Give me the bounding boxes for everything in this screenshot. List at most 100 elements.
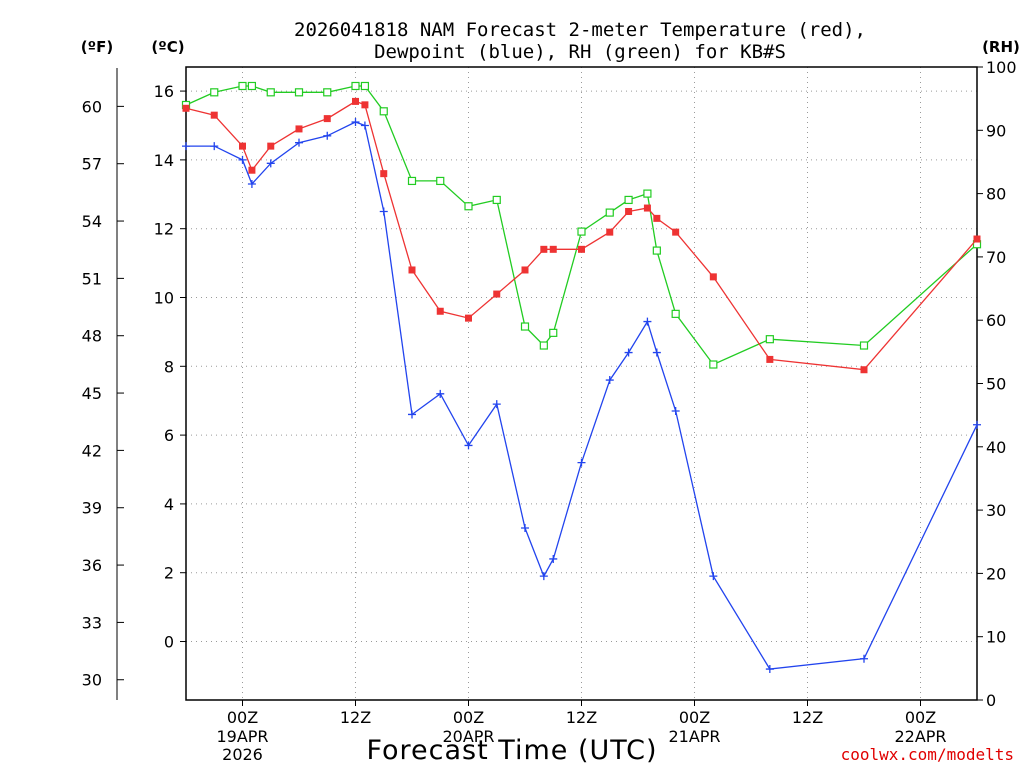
dewpoint-point — [652, 348, 661, 357]
time-tick-label-hour: 12Z — [792, 708, 823, 727]
rh-tick-label: 20 — [986, 564, 1006, 583]
temperature-point — [549, 245, 557, 253]
fahrenheit-tick-label: 36 — [82, 556, 102, 575]
temperature-point — [361, 101, 369, 109]
celsius-tick-label: 6 — [164, 426, 174, 445]
rh-point — [436, 176, 445, 186]
temperature-point — [182, 104, 190, 112]
celsius-tick-label: 10 — [154, 288, 174, 307]
temperature-point — [248, 166, 256, 174]
time-tick-label-hour: 00Z — [905, 708, 936, 727]
time-tick-label-date: 20APR — [442, 727, 494, 746]
dewpoint-point — [643, 317, 652, 326]
dewpoint-point — [408, 410, 416, 419]
fahrenheit-tick-label: 60 — [82, 97, 102, 116]
grid-lines — [186, 67, 977, 700]
temperature-point — [578, 245, 585, 253]
dewpoint-point — [323, 131, 332, 140]
rh-point — [407, 176, 417, 186]
dewpoint-point — [860, 654, 868, 663]
rh-unit-label: (RH) — [982, 38, 1020, 56]
dewpoint-point — [492, 400, 501, 409]
plot-frame — [185, 66, 978, 701]
x-axis-label: Forecast Time (UTC) — [366, 735, 657, 766]
rh-axis-ticks: 0 10 20 30 40 50 60 70 80 90 100 — [977, 58, 1017, 710]
dewpoint-point — [765, 665, 774, 674]
rh-series — [181, 81, 982, 369]
dewpoint-point — [360, 121, 369, 130]
celsius-axis-ticks: 0 2 4 6 8 10 12 14 16 — [154, 82, 186, 652]
dewpoint-point — [351, 118, 360, 127]
temperature-series — [182, 97, 981, 374]
dewpoint-point — [379, 207, 388, 216]
dewpoint-point — [295, 138, 303, 147]
rh-point — [464, 202, 473, 211]
time-tick-label-date: 21APR — [668, 727, 720, 746]
dewpoint-point — [266, 159, 275, 168]
temperature-point — [352, 97, 359, 105]
temperature-point — [323, 115, 331, 123]
rh-tick-label: 0 — [986, 691, 996, 710]
temperature-point — [606, 228, 614, 236]
rh-point — [520, 322, 530, 331]
celsius-tick-label: 8 — [164, 357, 174, 376]
dewpoint-point — [182, 142, 190, 151]
temperature-point — [267, 142, 275, 150]
dewpoint-point — [605, 376, 614, 385]
temperature-point — [408, 266, 416, 274]
dewpoint-point — [671, 407, 680, 416]
dewpoint-point — [247, 179, 256, 188]
temperature-point — [766, 355, 774, 363]
rh-point — [652, 246, 661, 255]
rh-tick-label: 100 — [986, 58, 1017, 77]
rh-point — [709, 360, 718, 369]
rh-tick-label: 50 — [986, 375, 1006, 394]
time-tick-label-date: 22APR — [894, 727, 946, 746]
rh-tick-label: 30 — [986, 501, 1006, 520]
fahrenheit-tick-label: 42 — [82, 441, 102, 460]
temperature-point — [973, 235, 981, 243]
rh-point — [360, 81, 370, 91]
dewpoint-series — [182, 118, 981, 674]
time-tick-label-hour: 00Z — [679, 708, 710, 727]
series-layer — [181, 81, 982, 674]
fahrenheit-axis-ticks: 30 33 36 39 42 45 48 51 54 57 60 — [82, 97, 124, 690]
temperature-point — [672, 228, 680, 236]
dewpoint-point — [238, 155, 247, 164]
dewpoint-point — [464, 441, 473, 450]
temperature-point — [493, 290, 501, 298]
time-tick-label-hour: 00Z — [227, 708, 258, 727]
celsius-tick-label: 2 — [164, 564, 174, 583]
rh-point — [238, 81, 247, 91]
time-tick-label-hour: 00Z — [453, 708, 484, 727]
rh-point — [765, 335, 774, 344]
rh-point — [539, 341, 548, 350]
fahrenheit-tick-label: 57 — [82, 155, 102, 174]
rh-point — [379, 107, 388, 116]
fahrenheit-tick-label: 33 — [82, 613, 102, 632]
dewpoint-point — [709, 572, 718, 581]
rh-point — [323, 88, 332, 97]
rh-point — [351, 81, 360, 91]
fahrenheit-tick-label: 48 — [82, 327, 102, 346]
celsius-tick-label: 14 — [154, 151, 174, 170]
rh-point — [605, 208, 614, 217]
rh-tick-label: 10 — [986, 628, 1006, 647]
rh-point — [624, 195, 633, 205]
temperature-point — [436, 307, 444, 315]
temperature-point — [295, 125, 303, 133]
rh-tick-label: 80 — [986, 185, 1006, 204]
time-tick-label-date: 19APR — [216, 727, 268, 746]
rh-point — [247, 81, 257, 91]
temperature-point — [709, 273, 717, 281]
time-tick-label-hour: 12Z — [566, 708, 597, 727]
rh-tick-label: 70 — [986, 248, 1006, 267]
fahrenheit-tick-label: 51 — [82, 269, 102, 288]
fahrenheit-tick-label: 39 — [82, 499, 102, 518]
dewpoint-point — [436, 389, 445, 398]
fahrenheit-tick-label: 30 — [82, 671, 102, 690]
rh-point — [492, 195, 501, 205]
temperature-point — [653, 214, 661, 222]
celsius-unit-label: (ºC) — [151, 38, 184, 56]
